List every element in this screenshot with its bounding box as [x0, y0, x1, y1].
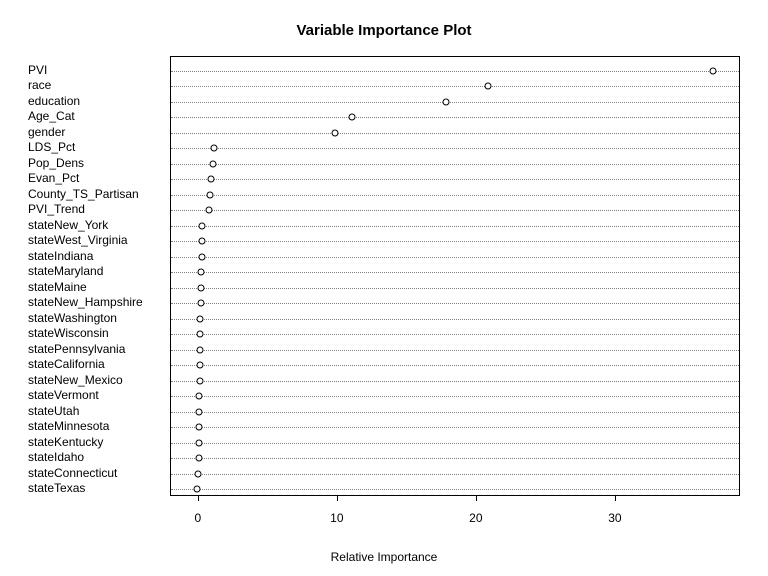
gridline: [171, 272, 739, 273]
x-tick: [198, 496, 199, 501]
data-point: [484, 83, 491, 90]
x-axis-label: Relative Importance: [0, 550, 768, 564]
data-point: [206, 191, 213, 198]
gridline: [171, 489, 739, 490]
x-tick-label: 20: [469, 511, 482, 525]
y-tick-label: Evan_Pct: [28, 171, 162, 185]
plot-area: [170, 56, 740, 496]
data-point: [198, 284, 205, 291]
x-tick-label: 0: [194, 511, 201, 525]
gridline: [171, 288, 739, 289]
data-point: [195, 470, 202, 477]
y-tick-label: stateIndiana: [28, 249, 162, 263]
y-tick-label: race: [28, 78, 162, 92]
y-tick-label: education: [28, 94, 162, 108]
data-point: [211, 145, 218, 152]
y-tick-label: stateCalifornia: [28, 357, 162, 371]
gridline: [171, 350, 739, 351]
y-tick-label: statePennsylvania: [28, 342, 162, 356]
data-point: [196, 377, 203, 384]
gridline: [171, 195, 739, 196]
data-point: [197, 300, 204, 307]
data-point: [209, 160, 216, 167]
data-point: [195, 439, 202, 446]
y-tick-label: stateUtah: [28, 404, 162, 418]
x-tick: [615, 496, 616, 501]
data-point: [196, 424, 203, 431]
y-tick-label: stateMaryland: [28, 264, 162, 278]
data-point: [208, 176, 215, 183]
gridline: [171, 412, 739, 413]
gridline: [171, 71, 739, 72]
gridline: [171, 474, 739, 475]
chart-wrapper: { "chart": { "type": "dotplot", "title":…: [0, 0, 768, 576]
gridline: [171, 179, 739, 180]
data-point: [197, 315, 204, 322]
data-point: [348, 114, 355, 121]
gridline: [171, 133, 739, 134]
y-tick-label: PVI: [28, 63, 162, 77]
y-tick-label: stateVermont: [28, 388, 162, 402]
gridline: [171, 303, 739, 304]
y-tick-label: stateWest_Virginia: [28, 233, 162, 247]
y-tick-label: stateTexas: [28, 481, 162, 495]
data-point: [197, 331, 204, 338]
y-tick-label: stateNew_Mexico: [28, 373, 162, 387]
data-point: [710, 67, 717, 74]
gridline: [171, 148, 739, 149]
gridline: [171, 164, 739, 165]
y-tick-label: Age_Cat: [28, 109, 162, 123]
gridline: [171, 102, 739, 103]
data-point: [196, 362, 203, 369]
data-point: [205, 207, 212, 214]
y-tick-label: stateNew_York: [28, 218, 162, 232]
x-tick: [337, 496, 338, 501]
y-tick-label: stateWashington: [28, 311, 162, 325]
y-tick-label: gender: [28, 125, 162, 139]
gridline: [171, 241, 739, 242]
chart-title: Variable Importance Plot: [0, 22, 768, 39]
y-tick-label: stateWisconsin: [28, 326, 162, 340]
y-tick-label: LDS_Pct: [28, 140, 162, 154]
data-point: [332, 129, 339, 136]
y-tick-label: stateIdaho: [28, 450, 162, 464]
data-point: [199, 222, 206, 229]
data-point: [443, 98, 450, 105]
x-tick: [476, 496, 477, 501]
y-tick-label: stateConnecticut: [28, 466, 162, 480]
gridline: [171, 458, 739, 459]
gridline: [171, 365, 739, 366]
y-tick-label: stateNew_Hampshire: [28, 295, 162, 309]
data-point: [198, 238, 205, 245]
gridline: [171, 257, 739, 258]
gridline: [171, 427, 739, 428]
gridline: [171, 334, 739, 335]
data-point: [195, 455, 202, 462]
gridline: [171, 86, 739, 87]
gridline: [171, 226, 739, 227]
gridline: [171, 443, 739, 444]
data-point: [198, 269, 205, 276]
gridline: [171, 210, 739, 211]
data-point: [198, 253, 205, 260]
data-point: [196, 408, 203, 415]
y-tick-label: PVI_Trend: [28, 202, 162, 216]
y-tick-label: County_TS_Partisan: [28, 187, 162, 201]
y-tick-label: stateKentucky: [28, 435, 162, 449]
y-tick-label: Pop_Dens: [28, 156, 162, 170]
gridline: [171, 319, 739, 320]
x-tick-label: 10: [330, 511, 343, 525]
data-point: [196, 346, 203, 353]
y-tick-label: stateMinnesota: [28, 419, 162, 433]
x-tick-label: 30: [608, 511, 621, 525]
data-point: [196, 393, 203, 400]
gridline: [171, 396, 739, 397]
gridline: [171, 117, 739, 118]
gridline: [171, 381, 739, 382]
y-tick-label: stateMaine: [28, 280, 162, 294]
data-point: [194, 486, 201, 493]
